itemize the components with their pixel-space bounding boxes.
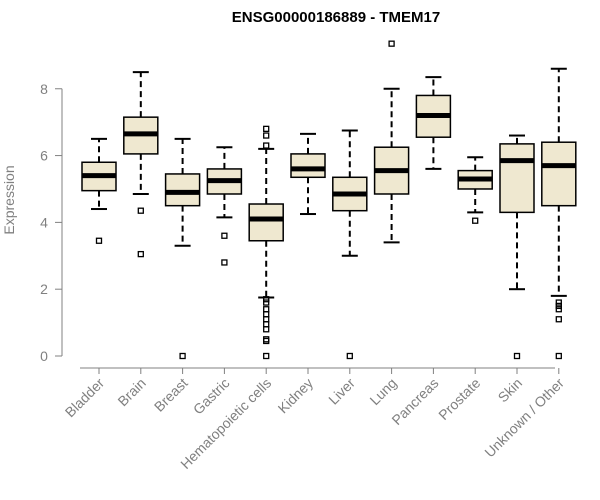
outlier-point	[555, 299, 562, 306]
outlier-point	[263, 336, 270, 343]
y-tick-label: 6	[40, 148, 48, 164]
outlier-point	[555, 352, 562, 360]
box-pancreas	[415, 76, 452, 170]
box-breast	[164, 137, 201, 360]
outlier-point	[137, 250, 144, 258]
box-bladder	[81, 137, 117, 244]
outlier-point	[263, 142, 270, 149]
outlier-point	[95, 237, 103, 244]
box-series	[81, 40, 577, 360]
outlier-point	[263, 321, 270, 328]
box-hematopoietic-cells	[248, 125, 284, 360]
y-tick-label: 4	[40, 214, 48, 230]
outlier-point	[179, 352, 186, 360]
x-tick-label: Bladder	[62, 375, 108, 421]
iqr-box	[541, 141, 577, 207]
outlier-point	[263, 299, 270, 306]
outlier-point	[221, 259, 228, 266]
outlier-point	[555, 306, 562, 313]
box-kidney	[290, 132, 326, 216]
x-tick-label: Breast	[151, 375, 191, 415]
outlier-point	[263, 132, 270, 139]
iqr-box	[290, 153, 326, 179]
outlier-point	[555, 302, 562, 310]
iqr-box	[499, 143, 535, 214]
outlier-point	[137, 207, 144, 214]
box-skin	[499, 134, 535, 360]
y-tick-label: 0	[40, 348, 48, 364]
y-axis: 0 2 4 6 8	[40, 81, 63, 364]
box-gastric	[206, 146, 243, 266]
box-liver	[332, 129, 368, 360]
outlier-point	[263, 352, 270, 360]
x-tick-label: Unknown / Other	[481, 375, 567, 461]
box-brain	[123, 71, 159, 258]
outlier-point	[263, 311, 270, 318]
y-tick-label: 8	[40, 81, 48, 97]
box-prostate	[457, 156, 493, 224]
outlier-point	[263, 316, 270, 323]
outlier-point	[346, 352, 353, 360]
outlier-point	[263, 306, 270, 313]
outlier-point	[263, 337, 270, 345]
iqr-box	[164, 173, 201, 207]
y-axis-label: Expression	[1, 165, 17, 234]
outlier-point	[263, 125, 270, 133]
x-tick-label: Liver	[325, 375, 358, 408]
outlier-point	[513, 352, 521, 360]
x-tick-label: Prostate	[435, 375, 483, 423]
x-tick-label: Brain	[114, 375, 148, 409]
outlier-point	[263, 326, 270, 333]
outlier-point	[221, 232, 228, 239]
outlier-point	[388, 40, 395, 47]
x-tick-label: Skin	[495, 375, 526, 406]
x-tick-label: Lung	[366, 375, 399, 408]
y-tick-label: 2	[40, 281, 48, 297]
x-tick-label: Kidney	[275, 375, 317, 417]
outlier-point	[472, 217, 479, 224]
box-unknown-other	[541, 67, 577, 360]
box-lung	[373, 40, 410, 244]
iqr-box	[248, 203, 284, 242]
chart-title: ENSG00000186889 - TMEM17	[232, 9, 440, 26]
outlier-point	[555, 316, 562, 323]
outlier-point	[263, 296, 270, 303]
